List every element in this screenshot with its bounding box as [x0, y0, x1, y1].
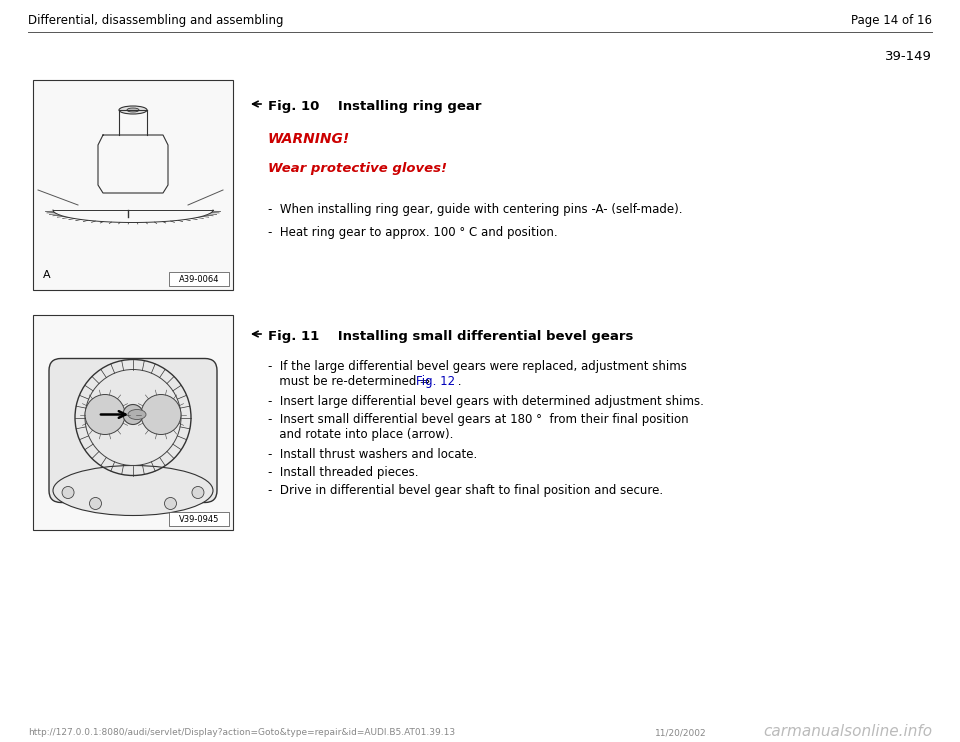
Text: -  If the large differential bevel gears were replaced, adjustment shims: - If the large differential bevel gears … — [268, 360, 686, 373]
Text: Wear protective gloves!: Wear protective gloves! — [268, 162, 447, 175]
Text: -  Insert small differential bevel gears at 180 °  from their final position: - Insert small differential bevel gears … — [268, 413, 688, 426]
Ellipse shape — [53, 465, 213, 516]
Bar — [169, 272, 229, 286]
Text: -  Insert large differential bevel gears with determined adjustment shims.: - Insert large differential bevel gears … — [268, 395, 704, 408]
Text: -  When installing ring gear, guide with centering pins -A- (self-made).: - When installing ring gear, guide with … — [268, 203, 683, 216]
Text: -  Heat ring gear to approx. 100 ° C and position.: - Heat ring gear to approx. 100 ° C and … — [268, 226, 558, 239]
Text: 39-149: 39-149 — [885, 50, 932, 63]
Circle shape — [123, 404, 143, 424]
Text: -  Install thrust washers and locate.: - Install thrust washers and locate. — [268, 448, 477, 461]
Text: A: A — [43, 270, 51, 280]
Ellipse shape — [127, 108, 139, 112]
Text: Fig. 11    Installing small differential bevel gears: Fig. 11 Installing small differential be… — [268, 330, 634, 343]
Ellipse shape — [119, 106, 147, 114]
Circle shape — [62, 487, 74, 499]
Ellipse shape — [128, 410, 146, 419]
Text: Page 14 of 16: Page 14 of 16 — [851, 14, 932, 27]
Circle shape — [192, 487, 204, 499]
FancyBboxPatch shape — [49, 358, 217, 502]
Text: http://127.0.0.1:8080/audi/servlet/Display?action=Goto&type=repair&id=AUDI.B5.AT: http://127.0.0.1:8080/audi/servlet/Displ… — [28, 728, 455, 737]
Circle shape — [141, 395, 181, 435]
Text: .: . — [454, 375, 462, 388]
Text: -  Drive in differential bevel gear shaft to final position and secure.: - Drive in differential bevel gear shaft… — [268, 484, 663, 497]
Circle shape — [164, 497, 177, 510]
Text: Fig. 12: Fig. 12 — [416, 375, 455, 388]
Circle shape — [85, 395, 125, 435]
Text: must be re-determined ⇒: must be re-determined ⇒ — [268, 375, 434, 388]
Text: A39-0064: A39-0064 — [179, 275, 219, 283]
Bar — [33, 315, 233, 530]
Text: and rotate into place (arrow).: and rotate into place (arrow). — [268, 428, 453, 441]
Text: Fig. 10    Installing ring gear: Fig. 10 Installing ring gear — [268, 100, 482, 113]
Text: 11/20/2002: 11/20/2002 — [655, 728, 707, 737]
Text: -  Install threaded pieces.: - Install threaded pieces. — [268, 466, 419, 479]
Text: Differential, disassembling and assembling: Differential, disassembling and assembli… — [28, 14, 283, 27]
Bar — [33, 80, 233, 290]
Bar — [169, 512, 229, 526]
Circle shape — [89, 497, 102, 510]
Text: carmanualsonline.info: carmanualsonline.info — [763, 724, 932, 739]
Text: WARNING!: WARNING! — [268, 132, 350, 146]
Text: V39-0945: V39-0945 — [179, 514, 219, 524]
